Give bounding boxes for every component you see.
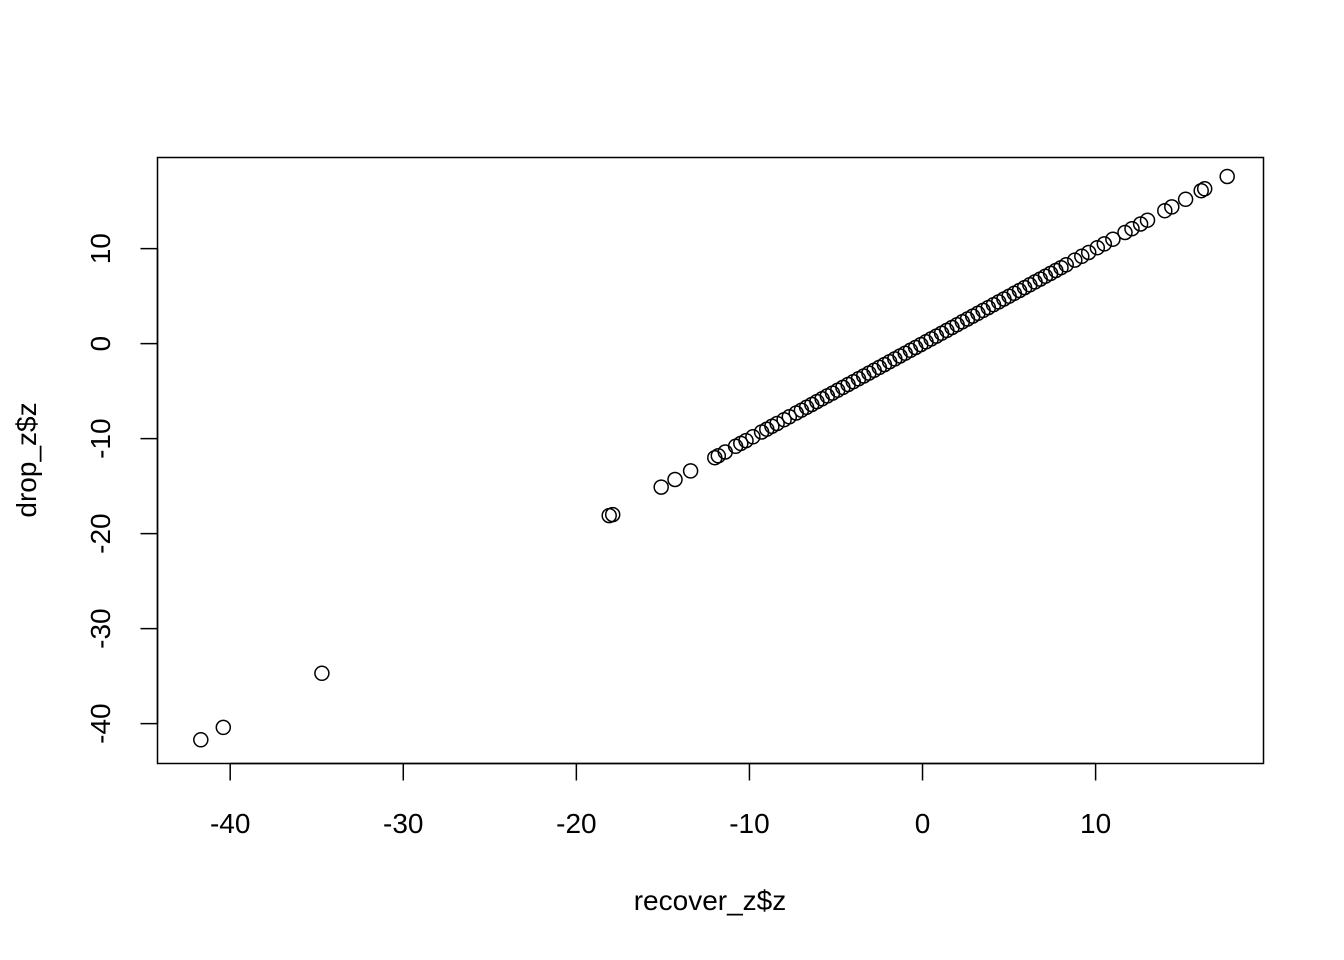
data-point [824,385,841,401]
y-tick-label: -20 [85,513,116,553]
data-point [1058,257,1074,273]
x-axis: -40 -30 -20 -10 0 10 [210,762,1111,839]
data-point [667,471,683,488]
data-point [959,311,976,327]
x-tick-label: 0 [915,808,931,839]
y-axis: -40 -30 -20 -10 0 10 [85,233,159,744]
data-point [653,479,669,495]
data-point [949,316,965,333]
y-axis-label: drop_z$z [11,402,42,517]
data-point [1219,168,1235,185]
data-point [804,396,820,413]
x-tick-label: 10 [1080,808,1111,839]
data-point [682,463,699,479]
x-tick-label: -10 [729,808,769,839]
data-point [939,322,955,339]
data-point [1096,236,1113,252]
x-tick-label: -20 [556,808,596,839]
data-point [866,362,882,379]
data-point [855,368,872,384]
data-point [1042,265,1059,282]
data-point [835,379,851,396]
data-point [745,429,761,445]
y-tick-label: -10 [85,418,116,458]
data-point [907,339,924,356]
x-tick-label: -40 [210,808,250,839]
data-points [193,168,1235,748]
y-tick-label: -30 [85,608,116,648]
data-point [1001,288,1017,304]
y-tick-label: -40 [85,703,116,743]
y-tick-label: 10 [85,233,116,264]
data-point [876,356,893,373]
data-point [887,351,903,367]
data-point [1124,220,1140,237]
x-tick-label: -30 [383,808,423,839]
plot-frame [156,156,1265,765]
data-point [928,328,945,344]
data-point [970,305,986,322]
data-point [1196,181,1213,197]
data-point [314,665,330,682]
data-point [1053,259,1069,276]
data-point [727,438,744,455]
data-point [1105,231,1121,247]
data-point [980,299,997,316]
data-point [990,294,1007,310]
data-point [1177,191,1194,208]
data-point [1164,199,1180,215]
data-point [1032,271,1048,287]
data-point [604,506,621,523]
data-point [793,402,810,418]
data-point [845,373,862,390]
data-point [1139,212,1156,228]
data-point [814,391,830,407]
data-point [1080,244,1097,261]
data-point [1011,282,1028,299]
data-point [1193,182,1209,199]
y-tick-label: 0 [85,336,116,352]
data-point [918,334,934,350]
data-point [897,345,913,361]
data-point [759,421,775,437]
data-point [193,732,209,748]
x-axis-label: recover_z$z [634,885,787,916]
data-point [215,719,232,736]
data-point [1022,277,1038,293]
